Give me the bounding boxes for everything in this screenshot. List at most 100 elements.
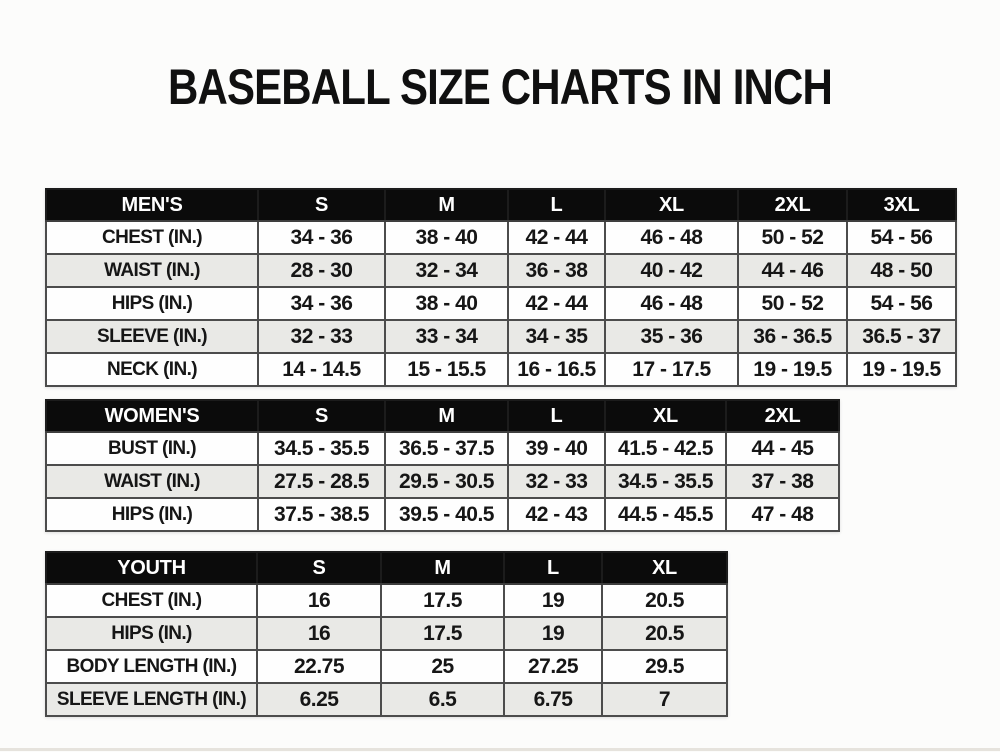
measure-label-cell: BODY LENGTH (IN.): [45, 649, 258, 684]
value-cell: 16 - 16.5: [507, 352, 606, 387]
value-cell: 38 - 40: [384, 286, 509, 321]
measure-label-cell: CHEST (IN.): [45, 583, 258, 618]
value-cell: 35 - 36: [604, 319, 739, 354]
value-cell: 46 - 48: [604, 220, 739, 255]
value-cell: 41.5 - 42.5: [604, 431, 727, 466]
table-title-cell: YOUTH: [45, 551, 258, 585]
youth-size-table: YOUTH S M L XL CHEST (IN.) 16 17.5 19 20.5 HIPS (I…: [45, 551, 728, 717]
table-row: HIPS (IN.) 34 - 36 38 - 40 42 - 44 46 - 48 50…: [45, 286, 957, 321]
header-row: YOUTH S M L XL: [45, 551, 728, 585]
value-cell: 36.5 - 37: [846, 319, 957, 354]
measure-label-cell: WAIST (IN.): [45, 464, 259, 499]
page-bottom-edge: [0, 748, 1000, 751]
value-cell: 28 - 30: [257, 253, 386, 288]
size-header-cell: S: [256, 551, 382, 585]
measure-label-cell: HIPS (IN.): [45, 616, 258, 651]
table-row: HIPS (IN.) 37.5 - 38.5 39.5 - 40.5 42 - 43 4…: [45, 497, 840, 532]
value-cell: 19 - 19.5: [737, 352, 848, 387]
value-cell: 6.75: [503, 682, 603, 717]
table-row: CHEST (IN.) 34 - 36 38 - 40 42 - 44 46 - 48 5…: [45, 220, 957, 255]
value-cell: 38 - 40: [384, 220, 509, 255]
size-header-cell: XL: [601, 551, 728, 585]
value-cell: 46 - 48: [604, 286, 739, 321]
mens-size-table: MEN'S S M L XL 2XL 3XL CHEST (IN.) 34 - 36 38 - 4…: [45, 188, 957, 387]
table-row: WAIST (IN.) 27.5 - 28.5 29.5 - 30.5 32 - 33…: [45, 464, 840, 499]
value-cell: 36 - 38: [507, 253, 606, 288]
measure-label-cell: SLEEVE LENGTH (IN.): [45, 682, 258, 717]
size-header-cell: 2XL: [725, 399, 840, 433]
size-header-cell: XL: [604, 399, 727, 433]
value-cell: 32 - 33: [507, 464, 606, 499]
table-row: NECK (IN.) 14 - 14.5 15 - 15.5 16 - 16.5 17 …: [45, 352, 957, 387]
value-cell: 34 - 35: [507, 319, 606, 354]
table-row: CHEST (IN.) 16 17.5 19 20.5: [45, 583, 728, 618]
value-cell: 54 - 56: [846, 220, 957, 255]
value-cell: 32 - 34: [384, 253, 509, 288]
size-header-cell: L: [507, 399, 606, 433]
measure-label-cell: SLEEVE (IN.): [45, 319, 259, 354]
value-cell: 7: [601, 682, 728, 717]
value-cell: 50 - 52: [737, 286, 848, 321]
value-cell: 19: [503, 616, 603, 651]
value-cell: 42 - 44: [507, 220, 606, 255]
value-cell: 42 - 44: [507, 286, 606, 321]
value-cell: 6.5: [380, 682, 505, 717]
value-cell: 27.5 - 28.5: [257, 464, 386, 499]
measure-label-cell: BUST (IN.): [45, 431, 259, 466]
value-cell: 44 - 46: [737, 253, 848, 288]
value-cell: 33 - 34: [384, 319, 509, 354]
value-cell: 48 - 50: [846, 253, 957, 288]
size-header-cell: 2XL: [737, 188, 848, 222]
measure-label-cell: NECK (IN.): [45, 352, 259, 387]
value-cell: 20.5: [601, 616, 728, 651]
value-cell: 17.5: [380, 583, 505, 618]
value-cell: 37.5 - 38.5: [257, 497, 386, 532]
value-cell: 19 - 19.5: [846, 352, 957, 387]
value-cell: 27.25: [503, 649, 603, 684]
table-title-cell: WOMEN'S: [45, 399, 259, 433]
value-cell: 37 - 38: [725, 464, 840, 499]
size-header-cell: S: [257, 188, 386, 222]
table-row: SLEEVE (IN.) 32 - 33 33 - 34 34 - 35 35 - 36…: [45, 319, 957, 354]
value-cell: 39 - 40: [507, 431, 606, 466]
measure-label-cell: HIPS (IN.): [45, 497, 259, 532]
table-row: HIPS (IN.) 16 17.5 19 20.5: [45, 616, 728, 651]
value-cell: 36 - 36.5: [737, 319, 848, 354]
value-cell: 16: [256, 583, 382, 618]
header-row: MEN'S S M L XL 2XL 3XL: [45, 188, 957, 222]
table-row: WAIST (IN.) 28 - 30 32 - 34 36 - 38 40 - 42 4…: [45, 253, 957, 288]
value-cell: 14 - 14.5: [257, 352, 386, 387]
measure-label-cell: HIPS (IN.): [45, 286, 259, 321]
value-cell: 34.5 - 35.5: [604, 464, 727, 499]
value-cell: 34 - 36: [257, 220, 386, 255]
table-row: BUST (IN.) 34.5 - 35.5 36.5 - 37.5 39 - 40 4…: [45, 431, 840, 466]
value-cell: 47 - 48: [725, 497, 840, 532]
value-cell: 50 - 52: [737, 220, 848, 255]
value-cell: 39.5 - 40.5: [384, 497, 509, 532]
value-cell: 19: [503, 583, 603, 618]
value-cell: 29.5: [601, 649, 728, 684]
value-cell: 34.5 - 35.5: [257, 431, 386, 466]
value-cell: 6.25: [256, 682, 382, 717]
size-header-cell: 3XL: [846, 188, 957, 222]
value-cell: 44 - 45: [725, 431, 840, 466]
value-cell: 40 - 42: [604, 253, 739, 288]
value-cell: 16: [256, 616, 382, 651]
value-cell: 42 - 43: [507, 497, 606, 532]
value-cell: 44.5 - 45.5: [604, 497, 727, 532]
size-header-cell: M: [384, 399, 509, 433]
table-row: SLEEVE LENGTH (IN.) 6.25 6.5 6.75 7: [45, 682, 728, 717]
value-cell: 25: [380, 649, 505, 684]
measure-label-cell: WAIST (IN.): [45, 253, 259, 288]
size-header-cell: L: [507, 188, 606, 222]
value-cell: 54 - 56: [846, 286, 957, 321]
value-cell: 36.5 - 37.5: [384, 431, 509, 466]
womens-size-table: WOMEN'S S M L XL 2XL BUST (IN.) 34.5 - 35.5 36.5…: [45, 399, 840, 532]
value-cell: 17.5: [380, 616, 505, 651]
table-row: BODY LENGTH (IN.) 22.75 25 27.25 29.5: [45, 649, 728, 684]
value-cell: 22.75: [256, 649, 382, 684]
page-title: BASEBALL SIZE CHARTS IN INCH: [167, 59, 833, 115]
header-row: WOMEN'S S M L XL 2XL: [45, 399, 840, 433]
value-cell: 34 - 36: [257, 286, 386, 321]
